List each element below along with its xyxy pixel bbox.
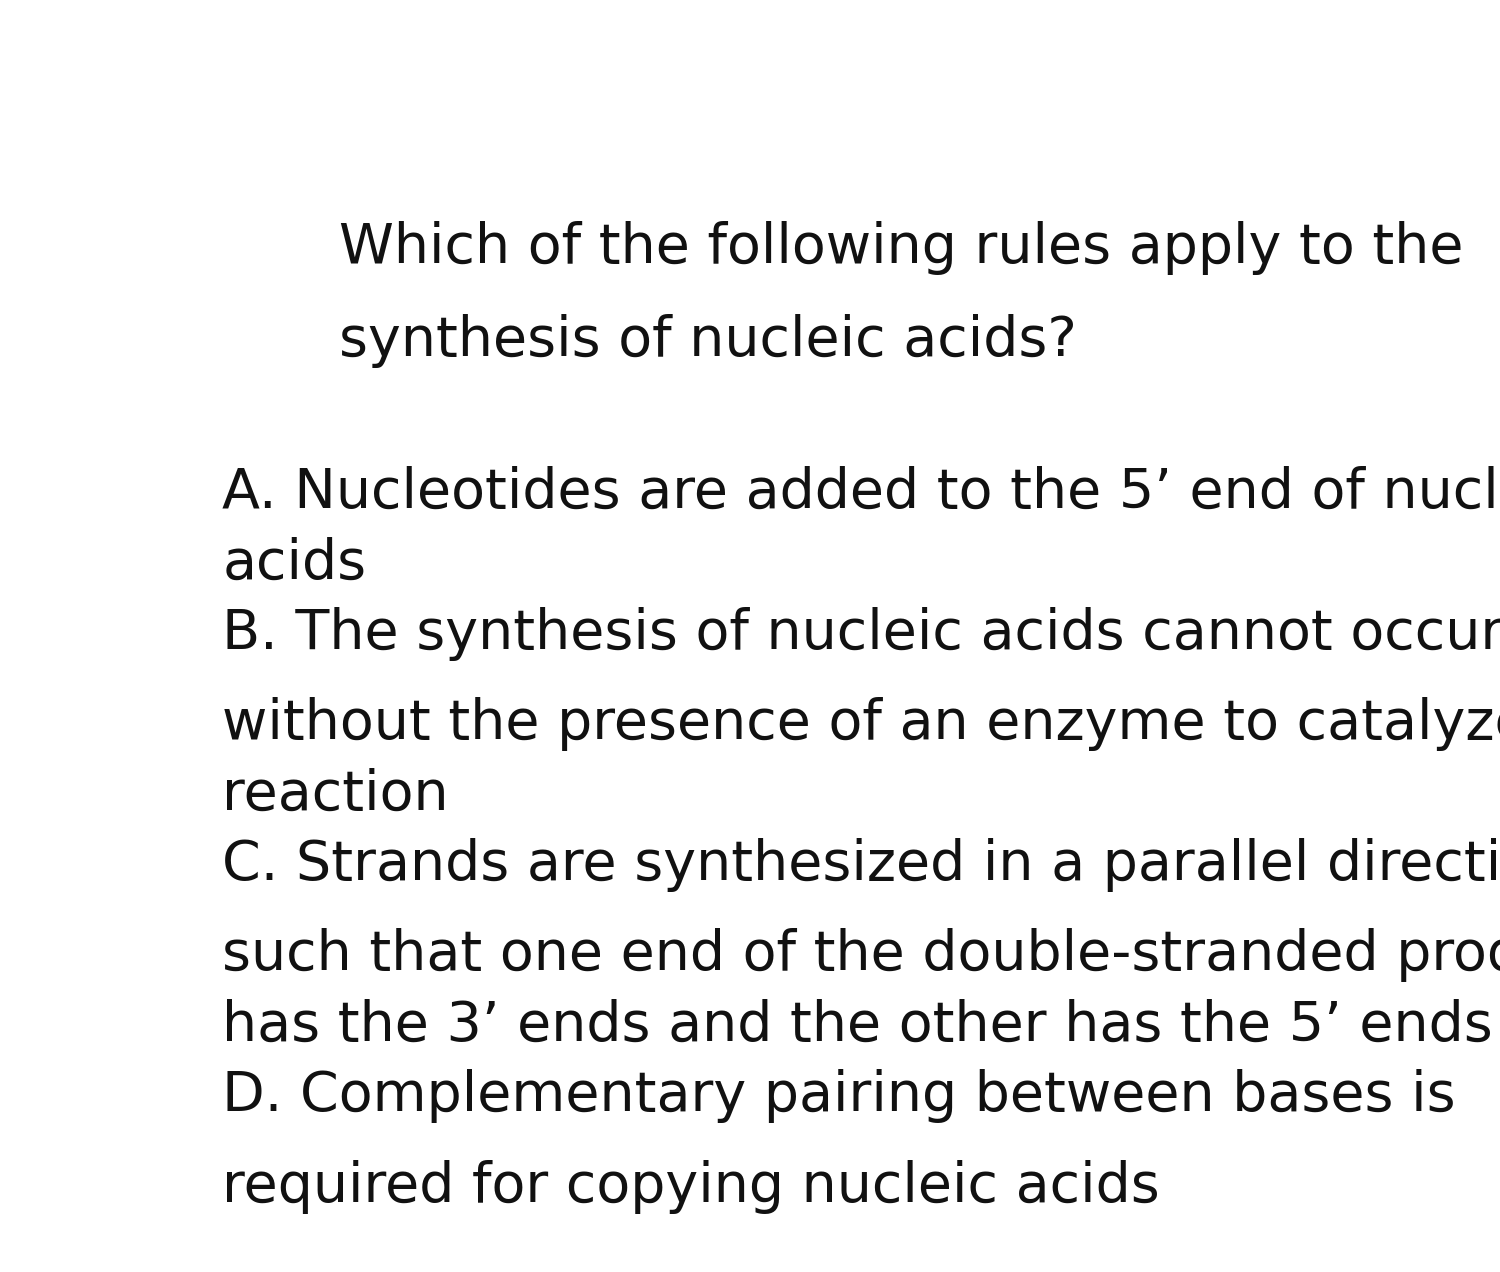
- Text: A. Nucleotides are added to the 5’ end of nucleic: A. Nucleotides are added to the 5’ end o…: [222, 466, 1500, 520]
- Text: synthesis of nucleic acids?: synthesis of nucleic acids?: [339, 314, 1077, 369]
- Text: Which of the following rules apply to the: Which of the following rules apply to th…: [339, 221, 1462, 275]
- Text: acids: acids: [222, 537, 366, 590]
- Text: B. The synthesis of nucleic acids cannot occur: B. The synthesis of nucleic acids cannot…: [222, 607, 1500, 661]
- Text: D. Complementary pairing between bases is: D. Complementary pairing between bases i…: [222, 1070, 1456, 1123]
- Text: required for copying nucleic acids: required for copying nucleic acids: [222, 1160, 1160, 1213]
- Text: without the presence of an enzyme to catalyze the: without the presence of an enzyme to cat…: [222, 697, 1500, 752]
- Text: reaction: reaction: [222, 768, 448, 822]
- Text: such that one end of the double-stranded product: such that one end of the double-stranded…: [222, 929, 1500, 982]
- Text: has the 3’ ends and the other has the 5’ ends: has the 3’ ends and the other has the 5’…: [222, 999, 1492, 1053]
- Text: C. Strands are synthesized in a parallel direction: C. Strands are synthesized in a parallel…: [222, 838, 1500, 892]
